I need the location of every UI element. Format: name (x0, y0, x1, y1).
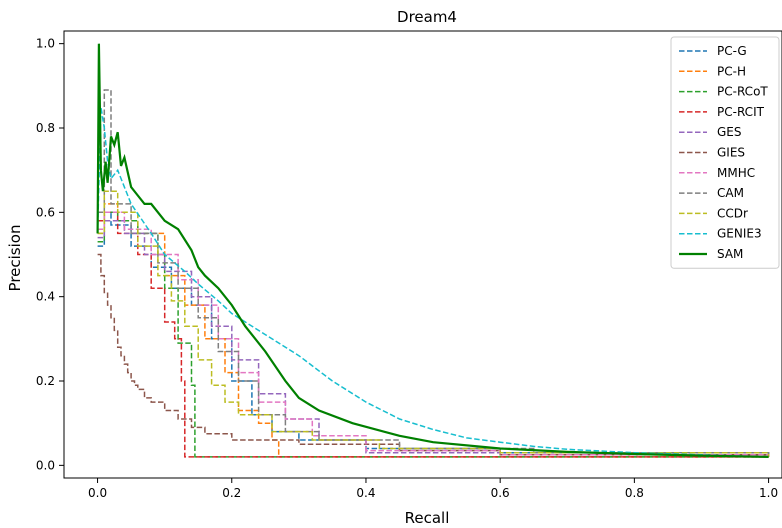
legend-label-genie3: GENIE3 (717, 227, 762, 241)
x-tick-label: 0.6 (491, 486, 510, 500)
chart-legend: PC-G PC-H PC-RCoT PC-RCIT GES GIES MMHC CAM CCDr… (670, 36, 780, 269)
series-line-cam (97, 89, 770, 457)
series-line-ccdr (97, 190, 770, 457)
x-tick-label: 0.4 (356, 486, 375, 500)
y-tick-label: 0.8 (36, 121, 55, 135)
x-tick-label: 0.2 (222, 486, 241, 500)
series-line-pc-rcit (97, 211, 769, 458)
series-line-pc-rcot (97, 211, 769, 458)
legend-label-pc-rcot: PC-RCoT (717, 85, 768, 99)
legend-label-pc-h: PC-H (717, 64, 746, 78)
legend-label-ges: GES (717, 125, 742, 139)
y-axis-label: Precision (6, 225, 24, 292)
y-tick-label: 0.2 (36, 374, 55, 388)
y-axis-ticks: 0.0 0.2 0.4 0.6 0.8 1.0 (36, 37, 64, 472)
y-tick-label: 0.6 (36, 205, 55, 219)
x-tick-label: 1.0 (759, 486, 778, 500)
legend-label-mmhc: MMHC (717, 166, 755, 180)
chart-title: Dream4 (397, 8, 457, 26)
series-line-sam (96, 43, 769, 458)
y-tick-label: 1.0 (36, 37, 55, 51)
series-line-gies (97, 253, 770, 457)
legend-label-gies: GIES (717, 146, 745, 160)
series-line-pc-g (97, 211, 770, 457)
x-axis-label: Recall (405, 509, 450, 527)
x-tick-label: 0.8 (625, 486, 644, 500)
legend-label-ccdr: CCDr (717, 206, 748, 220)
legend-label-sam: SAM (717, 247, 743, 261)
plot-series (96, 43, 770, 458)
series-line-mmhc (97, 211, 770, 457)
plot-frame (63, 30, 782, 479)
legend-label-pc-rcit: PC-RCIT (717, 105, 765, 119)
legend-box (670, 36, 780, 269)
y-tick-label: 0.0 (36, 458, 55, 472)
legend-label-pc-g: PC-G (717, 44, 747, 58)
series-line-genie3 (96, 106, 769, 458)
legend-label-cam: CAM (717, 186, 744, 200)
x-tick-label: 0.0 (88, 486, 107, 500)
x-axis-ticks: 0.0 0.2 0.4 0.6 0.8 1.0 (88, 478, 778, 500)
y-tick-label: 0.4 (36, 290, 55, 304)
